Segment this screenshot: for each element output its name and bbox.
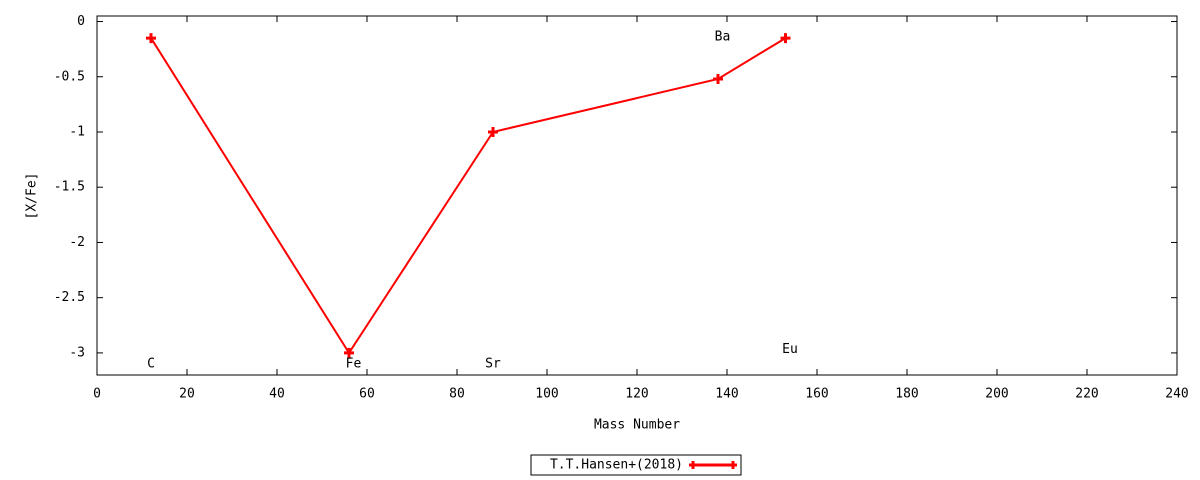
x-tick-label: 220 [1075, 387, 1098, 402]
annotation: Eu [782, 342, 798, 357]
x-tick-label: 40 [269, 387, 285, 402]
x-tick-label: 140 [715, 387, 738, 402]
x-tick-label: 120 [625, 387, 648, 402]
y-tick-label: -1 [69, 124, 85, 139]
legend-marker [689, 461, 737, 469]
y-tick-label: -3 [69, 345, 85, 360]
x-tick-label: 180 [895, 387, 918, 402]
x-tick-label: 60 [359, 387, 375, 402]
point-marker [780, 33, 791, 44]
point-marker [713, 73, 723, 84]
y-tick-label: -1.5 [54, 180, 85, 195]
x-tick-label: 100 [535, 387, 558, 402]
legend-label: T.T.Hansen+(2018) [550, 458, 683, 473]
legend-box [530, 454, 742, 476]
y-tick-label: -0.5 [54, 69, 85, 84]
point-marker [488, 126, 498, 137]
x-axis-label: Mass Number [594, 418, 680, 433]
annotation: Sr [485, 356, 501, 371]
series-line [150, 37, 787, 355]
x-tick-label: 160 [805, 387, 828, 402]
y-tick-label: 0 [77, 14, 85, 29]
y-tick-label: -2.5 [54, 290, 85, 305]
x-tick-label: 200 [985, 387, 1008, 402]
y-tick-label: -2 [69, 235, 85, 250]
annotation: Ba [715, 29, 731, 44]
point-marker [146, 33, 156, 44]
y-axis-label: [X/Fe] [25, 173, 40, 220]
annotation: Fe [346, 356, 362, 371]
x-tick-label: 0 [93, 387, 101, 402]
plot-frame [96, 15, 1178, 376]
x-tick-label: 80 [449, 387, 465, 402]
x-tick-label: 240 [1165, 387, 1188, 402]
point-marker [344, 347, 354, 358]
x-tick-label: 20 [179, 387, 195, 402]
annotation: C [147, 356, 155, 371]
